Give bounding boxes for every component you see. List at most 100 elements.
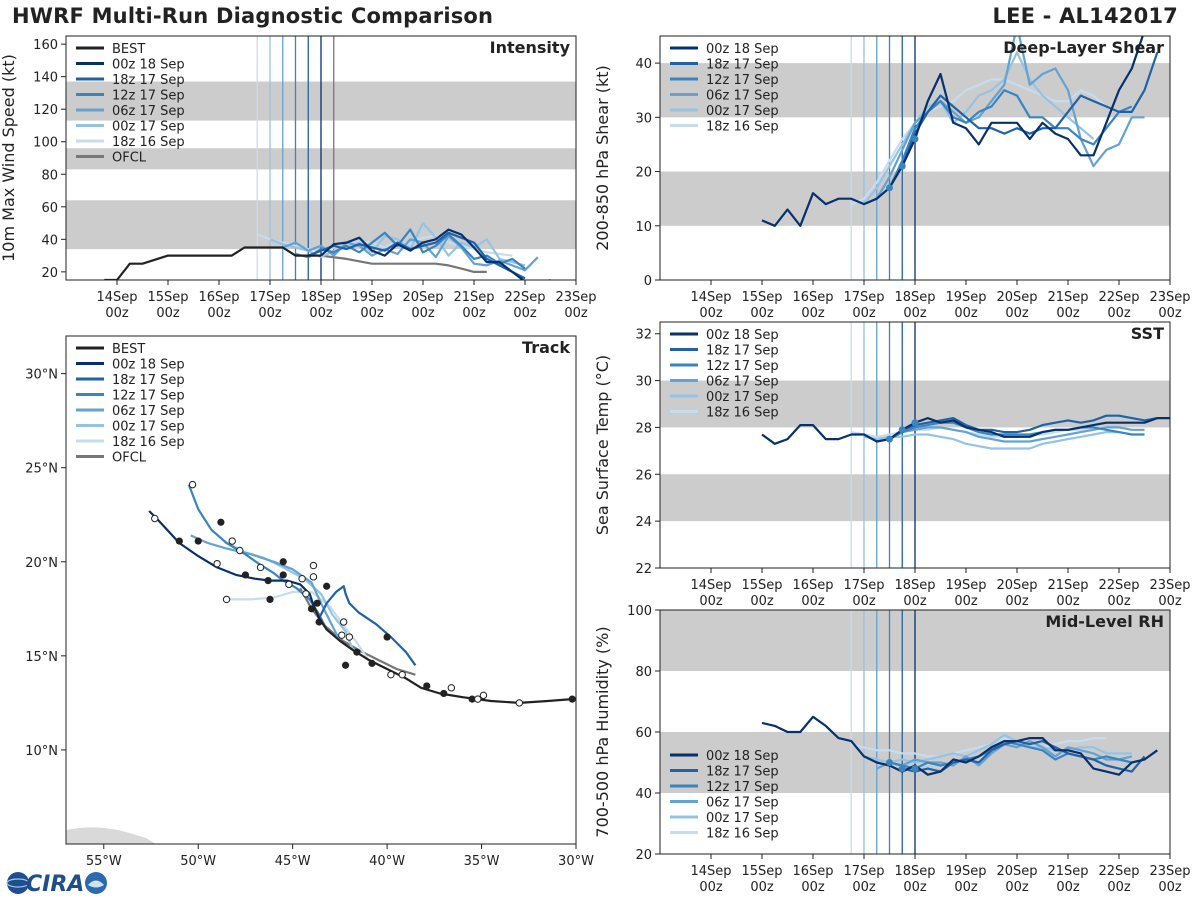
x-tick-label: 18Sep (894, 290, 935, 305)
y-tick-label: 25°N (25, 462, 58, 477)
y-tick-label: 26 (635, 468, 652, 483)
storm-id: LEE - AL142017 (992, 4, 1178, 28)
y-tick-label: 10 (635, 220, 652, 235)
track-marker-open (387, 670, 395, 679)
track-marker-filled (315, 618, 323, 626)
track-marker-open (285, 580, 293, 589)
legend-label: 18z 17 Sep (112, 73, 185, 88)
x-tick-label: 00z (1056, 594, 1080, 609)
track-marker-open (339, 618, 348, 626)
panel-title: Mid-Level RH (1045, 612, 1164, 631)
y-tick-label: 22 (635, 562, 652, 577)
init-marker (898, 162, 906, 170)
panel-track: 10°N 15°N 20°N 25°N 30°N 55°W 50°W 45°W 40°W 35°W… (25, 335, 594, 869)
x-tick-label: 55°W (86, 854, 122, 869)
x-tick-label: 23Sep (1149, 290, 1190, 305)
track-marker-filled (264, 576, 272, 585)
legend-label: 18z 16 Sep (112, 135, 185, 150)
series-line-18z-16-sep (226, 590, 370, 661)
x-tick-label: 17Sep (843, 864, 884, 879)
series-line-18z-17-sep (318, 585, 417, 666)
x-tick-label: 14Sep (690, 864, 731, 879)
track-marker-open (474, 695, 482, 703)
legend-label: 00z 17 Sep (112, 120, 185, 135)
x-tick-label: 40°W (369, 854, 405, 869)
x-tick-label: 50°W (180, 854, 216, 869)
panel-intensity: 2040608010012014016014Sep00z15Sep00z16Se… (0, 35, 597, 321)
x-tick-label: 00z (1158, 880, 1182, 895)
legend-label: 00z 17 Sep (706, 390, 779, 405)
track-marker-open (515, 699, 524, 707)
x-tick-label: 18Sep (894, 578, 935, 593)
x-tick-label: 21Sep (1047, 290, 1088, 305)
x-tick-label: 16Sep (792, 290, 833, 305)
track-marker-filled (266, 595, 274, 604)
x-tick-label: 00z (1107, 594, 1131, 609)
legend-label: 06z 17 Sep (706, 375, 779, 390)
init-marker (886, 759, 893, 766)
legend-label: 18z 16 Sep (706, 406, 779, 421)
series-line-00z-18-sep (320, 228, 551, 280)
y-axis-label: 200-850 hPa Shear (kt) (593, 65, 612, 251)
panel-sst: 22242628303214Sep00z15Sep00z16Sep00z17Se… (593, 321, 1191, 609)
x-tick-label: 20Sep (996, 864, 1037, 879)
legend-label: 18z 17 Sep (706, 344, 779, 359)
track-marker-filled (194, 537, 202, 545)
y-tick-label: 60 (41, 201, 58, 216)
x-tick-label: 00z (1158, 594, 1182, 609)
track-marker-filled (217, 518, 225, 526)
y-axis-label: 700-500 hPa Humidity (%) (593, 626, 612, 837)
x-tick-label: 23Sep (1149, 864, 1190, 879)
x-tick-label: 21Sep (453, 290, 494, 305)
init-marker (911, 765, 919, 773)
x-tick-label: 00z (903, 594, 927, 609)
track-marker-filled (323, 582, 331, 590)
x-tick-label: 00z (156, 306, 180, 321)
x-tick-label: 00z (1158, 306, 1182, 321)
track-marker-filled (279, 571, 287, 579)
x-tick-label: 17Sep (843, 290, 884, 305)
track-marker-open (309, 561, 318, 570)
y-tick-label: 10°N (25, 744, 58, 759)
track-marker-open (447, 684, 456, 692)
series-line-00z-18-sep (761, 715, 1158, 776)
y-tick-label: 40 (635, 57, 652, 72)
legend-label: 06z 17 Sep (706, 89, 779, 104)
x-tick-label: 00z (852, 306, 876, 321)
cira-logo: CIRA (6, 872, 107, 897)
init-marker (886, 435, 893, 443)
series-line-06z-17-sep (190, 534, 341, 642)
x-tick-label: 00z (903, 880, 927, 895)
legend-label: OFCL (112, 151, 147, 166)
x-tick-label: 00z (1005, 880, 1029, 895)
track-marker-open (479, 691, 488, 700)
legend-label: 00z 17 Sep (706, 811, 779, 826)
legend-label: 18z 17 Sep (706, 765, 779, 780)
x-tick-label: 00z (1005, 306, 1029, 321)
series-line-ofcl (320, 254, 487, 273)
init-marker (911, 419, 919, 427)
init-marker (886, 184, 893, 192)
x-tick-label: 00z (1005, 594, 1029, 609)
track-marker-filled (468, 695, 476, 703)
y-tick-label: 30°N (25, 368, 58, 383)
x-tick-label: 22Sep (504, 290, 545, 305)
x-tick-label: 00z (750, 306, 774, 321)
x-tick-label: 21Sep (1047, 578, 1088, 593)
x-tick-label: 20Sep (996, 578, 1037, 593)
x-tick-label: 19Sep (945, 578, 986, 593)
series-line-00z-17-sep (863, 51, 1095, 205)
x-tick-label: 18Sep (300, 290, 341, 305)
x-tick-label: 15Sep (741, 578, 782, 593)
x-tick-label: 18Sep (894, 864, 935, 879)
track-marker-filled (313, 599, 321, 607)
y-tick-label: 32 (635, 328, 652, 343)
legend-label: 12z 17 Sep (112, 389, 185, 404)
track-marker-filled (175, 537, 183, 545)
x-tick-label: 16Sep (792, 864, 833, 879)
x-tick-label: 45°W (275, 854, 311, 869)
y-tick-label: 40 (635, 787, 652, 802)
x-tick-label: 14Sep (96, 290, 137, 305)
track-marker-open (222, 595, 231, 604)
series-line-18z-16-sep (256, 233, 513, 257)
